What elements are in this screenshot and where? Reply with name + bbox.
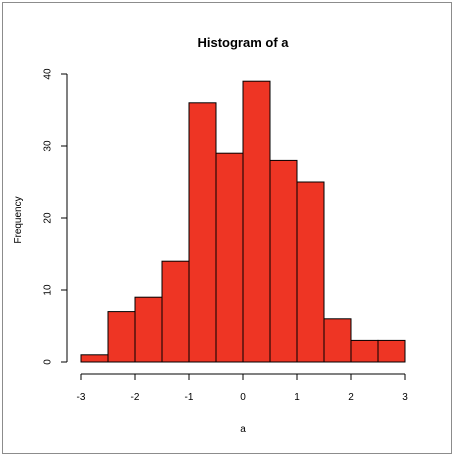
histogram-bar xyxy=(80,354,109,363)
x-tick-label: -1 xyxy=(185,392,194,403)
bars-group xyxy=(80,80,406,363)
x-axis: -3 -2 -1 0 1 2 3 xyxy=(77,373,408,403)
x-tick-label: -3 xyxy=(77,392,86,403)
y-tick-label: 30 xyxy=(43,140,54,152)
histogram-bar xyxy=(296,181,325,363)
x-tick-label: 0 xyxy=(240,392,246,403)
y-tick-label: 10 xyxy=(43,284,54,296)
y-tick-label: 40 xyxy=(43,68,54,80)
x-tick-label: -2 xyxy=(131,392,140,403)
histogram-bar xyxy=(107,311,136,363)
histogram-bar xyxy=(377,339,406,363)
histogram-bar xyxy=(188,102,217,363)
chart-title: Histogram of a xyxy=(197,35,289,50)
y-tick-label: 20 xyxy=(43,212,54,224)
histogram-bar xyxy=(161,260,190,363)
x-tick-label: 3 xyxy=(402,392,408,403)
y-axis-label: Frequency xyxy=(13,196,24,243)
histogram-bar xyxy=(215,152,244,363)
histogram-bar xyxy=(323,318,352,363)
histogram-bar xyxy=(350,339,379,363)
histogram-bar xyxy=(242,80,271,363)
x-tick-label: 2 xyxy=(348,392,354,403)
y-axis: 0 10 20 30 40 xyxy=(43,68,68,365)
histogram-bar xyxy=(134,296,163,363)
histogram-bar xyxy=(269,159,298,363)
x-tick-label: 1 xyxy=(294,392,300,403)
x-axis-label: a xyxy=(240,424,246,435)
y-tick-label: 0 xyxy=(43,359,54,365)
